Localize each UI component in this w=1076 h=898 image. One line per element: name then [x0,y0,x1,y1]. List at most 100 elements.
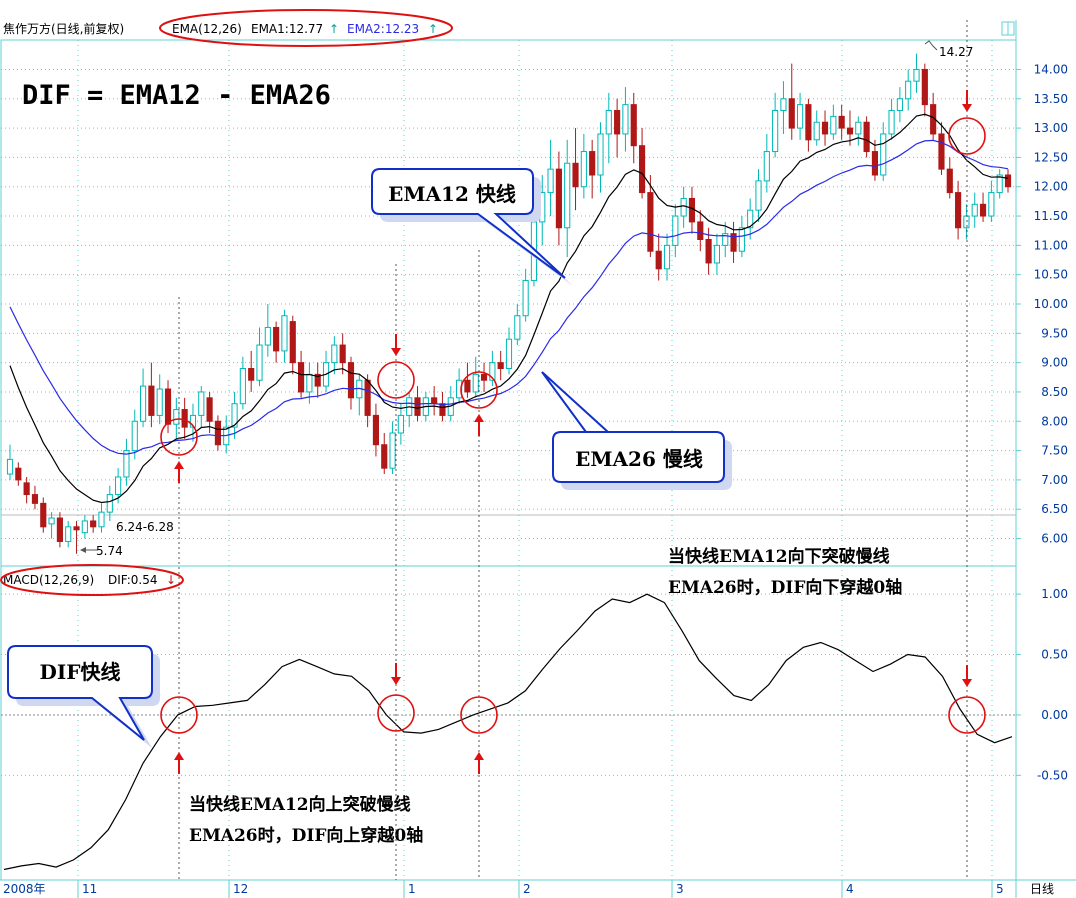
candle [339,333,346,375]
candle-body [738,227,745,252]
candle [522,268,529,322]
candle-body [988,192,995,217]
candle [90,515,97,533]
price-tick-label: 11.50 [1034,209,1068,223]
candle [397,403,404,445]
candle [905,69,912,111]
price-tick-label: 6.00 [1041,532,1068,546]
death-cross-signal [377,264,415,880]
candle [123,438,130,486]
candle-body [747,209,754,229]
candle-body [123,450,130,478]
candle-body [264,326,271,346]
candle [189,403,197,442]
price-tick-label: 14.00 [1034,62,1068,76]
candle [514,304,521,346]
candle [846,110,854,146]
candle-body [389,432,396,469]
candle [489,350,496,387]
candle-body [572,162,579,188]
candle-body [306,373,313,393]
price-cross-circle [460,371,498,409]
price-tick-label: 12.50 [1034,150,1068,164]
candle-body [106,494,113,513]
candle [597,122,604,193]
candle [979,192,987,222]
timeframe-label: 日线 [1030,882,1054,896]
candle-body [813,121,820,141]
candle-body [480,373,488,381]
buy-arrow-icon [474,414,484,422]
candle [289,315,296,375]
candle-body [938,133,945,170]
candle-body [289,321,296,364]
candle [264,304,271,357]
candle [863,116,870,158]
candle [248,350,255,392]
candle [139,368,147,428]
candle [589,139,596,199]
candle-body [23,482,30,496]
callout-ema12-text: EMA12 快线 [388,182,516,206]
candle [81,515,88,539]
candle [181,397,188,439]
x-tick-label: 11 [82,882,97,896]
candle-body [372,414,380,446]
candle [497,350,504,381]
candle [480,362,488,392]
grid-layer [1,40,1016,880]
macd-tick-label: 0.00 [1041,708,1068,722]
price-tick-label: 11.00 [1034,238,1068,252]
buy-arrow-icon [474,752,484,760]
candle-body [48,517,55,525]
x-tick-label: 2 [523,882,531,896]
candle-body [680,197,687,217]
candle-body [605,110,612,135]
candle [780,81,787,134]
dif-cross-circle [460,696,498,734]
candle [106,485,113,521]
price-tick-label: 10.50 [1034,268,1068,282]
candle-body [663,244,671,270]
candle [871,139,879,181]
candle [921,63,928,117]
candle-body [755,180,762,211]
candle-body [339,344,346,364]
candle [239,356,246,410]
ema26-line [9,139,1009,455]
candle-body [173,409,180,425]
candle-body [971,203,978,217]
formula-text: DIF = EMA12 - EMA26 [22,80,331,111]
candle-body [497,362,504,369]
candle [15,462,22,486]
candle-body [414,397,421,416]
signal-overlay [160,20,986,880]
candle-body [90,520,97,528]
candle [955,180,962,240]
candle-body [431,397,438,405]
candle-body [788,98,795,129]
candle-body [713,244,720,264]
candle [830,104,837,140]
candle-body [963,215,970,229]
candle-body [231,403,238,428]
candle [555,151,562,246]
candle-body [6,458,14,475]
buy-arrow-icon [174,461,184,469]
candle [788,63,795,140]
candle-body [846,127,854,135]
candle-body [880,133,887,176]
candle [713,233,720,275]
candle [56,512,63,548]
candle [131,409,138,460]
candle-body [239,368,246,405]
candle [273,321,280,363]
candle [663,233,671,281]
price-cross-circle [160,418,198,456]
low-annotation: 5.74 [80,544,123,558]
callout-dif: DIF快线 [7,645,160,748]
sell-arrow-icon [962,104,972,112]
candle [173,397,180,439]
ema2-readout: EMA2:12.23 [347,22,419,36]
candle [214,415,221,451]
